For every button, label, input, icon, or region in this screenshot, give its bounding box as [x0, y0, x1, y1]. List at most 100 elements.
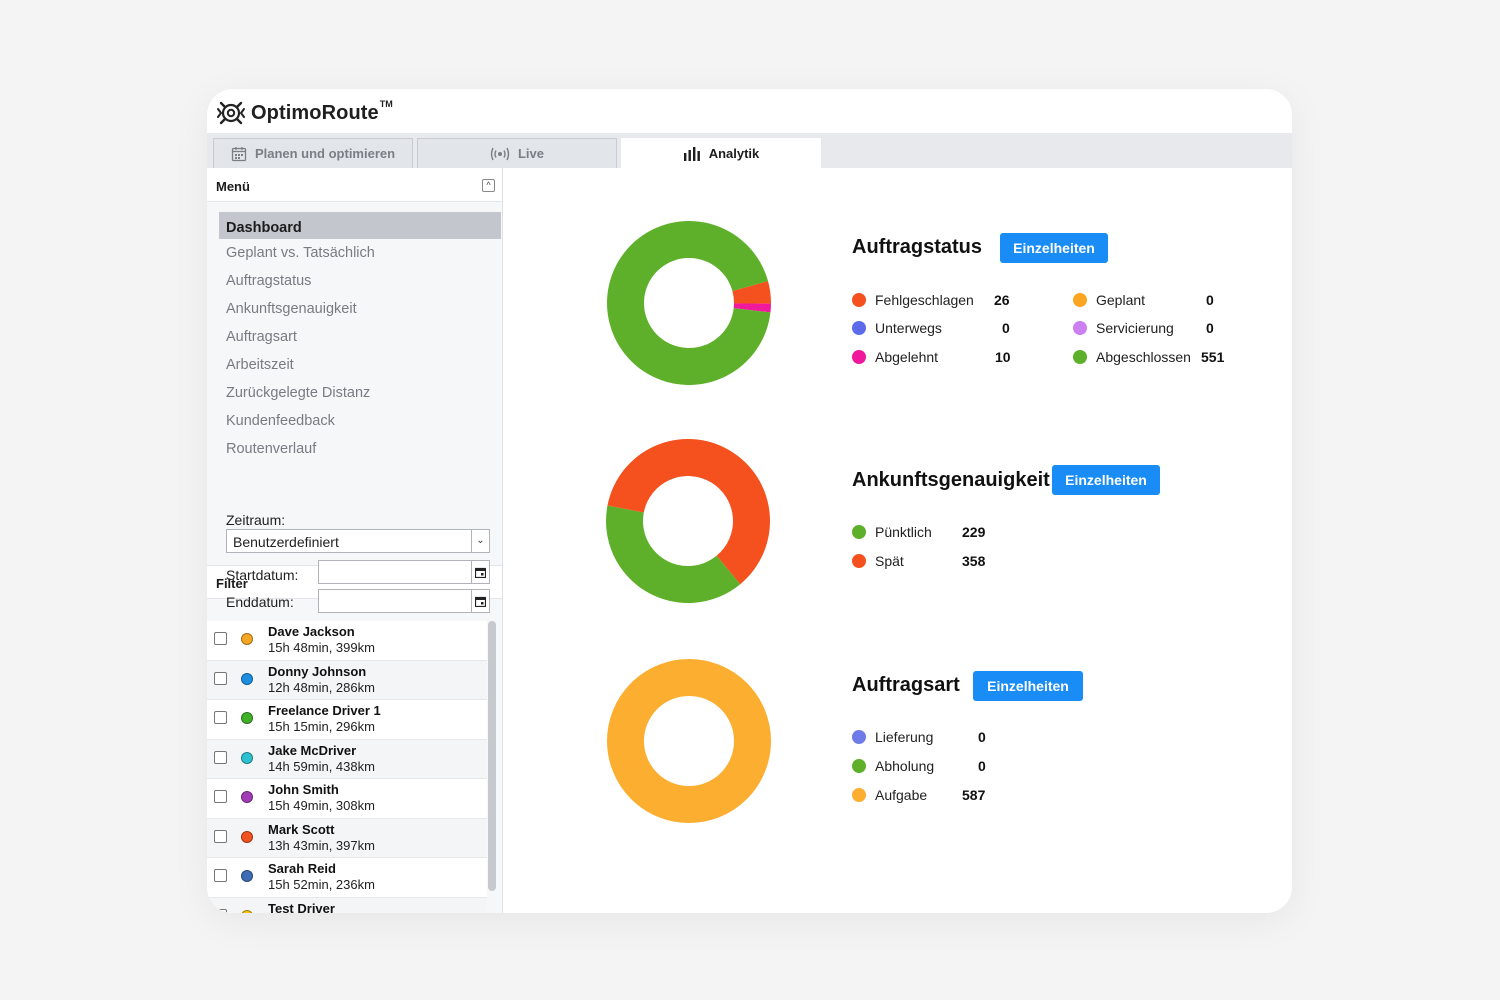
driver-name: Mark Scott	[268, 821, 335, 837]
legend-label: Spät	[875, 553, 904, 569]
driver-name: John Smith	[268, 782, 339, 797]
legend-value: 26	[994, 292, 1010, 308]
period-select-value: Benutzerdefiniert	[233, 534, 339, 550]
driver-info: 15h 48min, 399km	[268, 640, 375, 655]
driver-checkbox[interactable]	[214, 908, 227, 913]
legend-item: Servicierung	[1073, 318, 1174, 338]
driver-checkbox[interactable]	[214, 750, 227, 764]
menu-list: Dashboard Geplant vs. Tatsächlich Auftra…	[219, 212, 501, 463]
driver-row[interactable]: Mark Scott 13h 43min, 397km	[207, 818, 487, 858]
legend-label: Lieferung	[875, 729, 934, 745]
driver-row[interactable]: John Smith 15h 49min, 308km	[207, 779, 487, 819]
menu-item-dashboard[interactable]: Dashboard	[219, 212, 501, 239]
driver-color-dot	[241, 751, 253, 764]
donut-slice-sp-t	[607, 438, 770, 585]
auftragsart-donut-chart	[607, 659, 771, 823]
ankunftsgenauigkeit-details-button[interactable]: Einzelheiten	[1052, 465, 1160, 495]
collapse-menu-button[interactable]: ^	[482, 179, 495, 192]
driver-checkbox[interactable]	[214, 711, 227, 724]
legend-label: Servicierung	[1096, 320, 1174, 336]
brand-trademark: TM	[379, 99, 393, 109]
end-date-field[interactable]	[318, 589, 490, 613]
driver-color-dot	[241, 712, 253, 724]
driver-row[interactable]: Test Driver	[207, 897, 487, 913]
legend-value: 10	[995, 349, 1011, 365]
legend-dot	[852, 525, 866, 539]
driver-name: Sarah Reid	[268, 861, 336, 876]
legend-item: Fehlgeschlagen	[852, 290, 974, 310]
broadcast-icon	[490, 147, 510, 161]
legend-dot	[852, 293, 866, 307]
auftragstatus-details-button[interactable]: Einzelheiten	[1000, 233, 1108, 263]
driver-row[interactable]: Jake McDriver 14h 59min, 438km	[207, 739, 487, 779]
legend-dot	[1073, 293, 1087, 307]
legend-value: 0	[978, 729, 986, 745]
legend-value: 551	[1201, 349, 1225, 365]
driver-info: 13h 43min, 397km	[268, 837, 375, 853]
legend-value: 0	[1206, 320, 1214, 336]
legend-item: Lieferung	[852, 727, 933, 747]
driver-color-dot	[241, 909, 253, 913]
app-window: OptimoRoute TM Planen und optimieren Live…	[207, 89, 1292, 913]
driver-info: 15h 52min, 236km	[268, 877, 375, 892]
legend-item: Abgeschlossen	[1073, 347, 1191, 367]
legend-dot	[852, 788, 866, 802]
calendar-picker-icon[interactable]	[471, 590, 489, 612]
legend-label: Geplant	[1096, 292, 1146, 308]
driver-row[interactable]: Sarah Reid 15h 52min, 236km	[207, 858, 487, 898]
driver-checkbox[interactable]	[214, 671, 227, 685]
tab-analytik[interactable]: Analytik	[621, 138, 821, 168]
brand-logo: OptimoRoute TM	[217, 97, 393, 129]
driver-info: 14h 59min, 438km	[268, 758, 375, 774]
driver-checkbox[interactable]	[214, 790, 227, 803]
menu-item-arbeitszeit[interactable]: Arbeitszeit	[226, 357, 294, 373]
legend-value: 0	[978, 758, 986, 774]
driver-color-dot	[241, 870, 253, 882]
donut-slice-aufgabe	[607, 659, 771, 823]
driver-color-dot	[241, 672, 253, 685]
driver-row[interactable]: Dave Jackson 15h 48min, 399km	[207, 621, 487, 661]
legend-label: Fehlgeschlagen	[875, 292, 974, 308]
driver-row[interactable]: Freelance Driver 1 15h 15min, 296km	[207, 700, 487, 740]
menu-header: Menü ^	[207, 168, 502, 202]
chevron-down-icon: ⌄	[471, 530, 489, 552]
legend-label: Aufgabe	[875, 787, 928, 803]
menu-item-kundenfeedback[interactable]: Kundenfeedback	[226, 413, 335, 429]
donut-slice-p-nktlich	[606, 505, 741, 603]
period-label: Zeitraum:	[226, 512, 286, 528]
period-select[interactable]: Benutzerdefiniert ⌄	[226, 529, 490, 553]
driver-name: Freelance Driver 1	[268, 703, 381, 718]
driver-info: 15h 15min, 296km	[268, 719, 375, 734]
menu-item-geplant-vs-tatsaechlich[interactable]: Geplant vs. Tatsächlich	[226, 245, 375, 261]
calendar-picker-icon[interactable]	[471, 561, 489, 583]
menu-item-ankunftsgenauigkeit[interactable]: Ankunftsgenauigkeit	[226, 301, 357, 317]
auftragstatus-donut-chart	[607, 221, 771, 386]
ankunftsgenauigkeit-title: Ankunftsgenauigkeit	[852, 469, 1050, 491]
legend-item: Unterwegs	[852, 318, 942, 338]
driver-name: Dave Jackson	[268, 624, 355, 639]
menu-item-auftragsart[interactable]: Auftragsart	[226, 329, 297, 345]
legend-value: 0	[1206, 292, 1214, 308]
driver-checkbox[interactable]	[214, 869, 227, 882]
driver-row[interactable]: Donny Johnson 12h 48min, 286km	[207, 660, 487, 700]
menu-item-zurueckgelegte-distanz[interactable]: Zurückgelegte Distanz	[226, 385, 371, 401]
driver-checkbox[interactable]	[214, 632, 227, 645]
brand-name: OptimoRoute	[251, 101, 379, 124]
legend-item: Abgelehnt	[852, 347, 938, 367]
legend-item: Geplant	[1073, 290, 1145, 310]
menu-item-auftragstatus[interactable]: Auftragstatus	[226, 273, 312, 289]
filter-title: Filter	[216, 576, 248, 591]
start-date-field[interactable]	[318, 560, 490, 584]
menu-item-routenverlauf[interactable]: Routenverlauf	[226, 441, 317, 457]
legend-label: Abholung	[875, 758, 935, 774]
legend-dot	[852, 759, 866, 773]
bar-chart-icon	[683, 146, 701, 161]
driver-color-dot	[241, 633, 253, 645]
auftragsart-details-button[interactable]: Einzelheiten	[973, 671, 1083, 701]
legend-item: Abholung	[852, 756, 934, 776]
driver-list-scrollbar[interactable]	[488, 621, 496, 891]
tab-planen[interactable]: Planen und optimieren	[213, 138, 413, 168]
tab-live[interactable]: Live	[417, 138, 617, 168]
donut-slice-fehlgeschlagen	[732, 281, 771, 304]
driver-checkbox[interactable]	[214, 829, 227, 843]
